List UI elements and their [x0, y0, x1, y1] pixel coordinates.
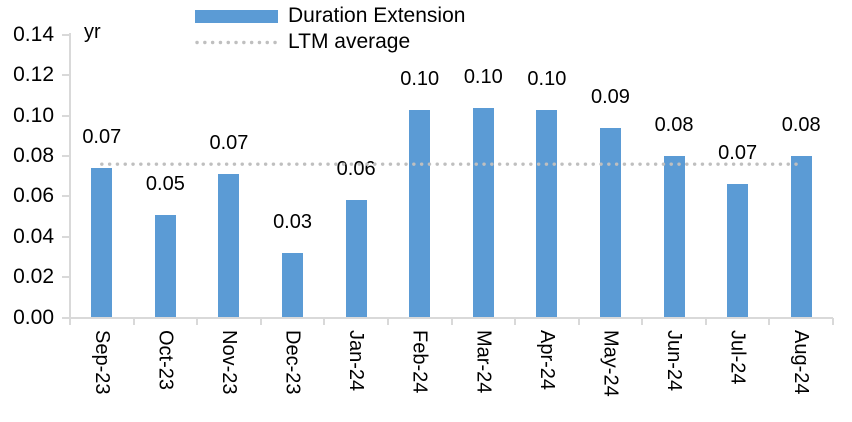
x-axis-tick [69, 318, 71, 325]
bar-aug-24 [790, 156, 812, 318]
bar-value-label: 0.10 [463, 65, 503, 88]
x-axis-tick-label: Jun-24 [663, 330, 686, 392]
x-axis-tick [450, 318, 453, 325]
bar-mar-24 [472, 107, 494, 318]
bar-value-label: 0.08 [654, 114, 694, 137]
y-axis-tick [62, 195, 70, 198]
x-axis-tick [832, 318, 834, 325]
x-axis-tick [704, 318, 707, 325]
y-axis-tick-label: 0.06 [13, 184, 54, 208]
x-axis-tick [514, 318, 517, 325]
bar-jun-24 [663, 156, 685, 318]
bar-value-label: 0.05 [145, 172, 185, 195]
y-axis-tick [62, 235, 70, 238]
bar-dec-23 [282, 252, 304, 318]
x-axis-tick [386, 318, 389, 325]
y-axis-tick [62, 74, 70, 77]
bar-nov-23 [218, 174, 240, 318]
y-axis-tick [62, 316, 70, 319]
legend-label-ltm-average: LTM average [288, 30, 411, 53]
bar-value-label: 0.06 [336, 158, 376, 181]
y-axis-tick [62, 114, 70, 117]
x-axis-tick-label: Feb-24 [408, 330, 431, 394]
bar-value-label: 0.10 [400, 67, 440, 90]
y-axis-tick-label: 0.08 [13, 144, 54, 168]
chart-legend: Duration Extension LTM average [195, 3, 465, 55]
bar-value-label: 0.07 [209, 132, 249, 155]
y-axis-tick-label: 0.02 [13, 265, 54, 289]
y-axis-tick-label: 0.10 [13, 103, 54, 127]
legend-bar-swatch [195, 9, 278, 23]
y-axis-tick-label: 0.04 [13, 224, 54, 248]
bar-value-label: 0.03 [273, 210, 312, 233]
bar-value-label: 0.07 [82, 126, 122, 149]
y-axis-tick-label: 0.14 [13, 23, 54, 46]
y-axis-tick [62, 276, 70, 279]
bar-oct-23 [154, 214, 176, 318]
x-axis-tick-label: Jan-24 [345, 330, 368, 392]
bar-may-24 [599, 127, 621, 318]
legend-dotted-line-swatch [195, 36, 284, 49]
legend-label-duration-extension: Duration Extension [288, 4, 466, 27]
x-axis-tick [768, 318, 771, 325]
bar-value-label: 0.10 [527, 67, 567, 90]
legend-item-ltm-average: LTM average [195, 29, 465, 55]
x-axis-tick-label: Apr-24 [535, 330, 558, 391]
bar-jan-24 [345, 200, 367, 318]
y-axis-tick [62, 155, 70, 158]
x-axis-tick-label: May-24 [599, 330, 622, 397]
bar-sep-23 [91, 168, 113, 318]
x-axis-tick [196, 318, 199, 325]
x-axis-line [68, 316, 833, 319]
y-axis-unit-label: yr [84, 21, 101, 43]
x-axis-tick-label: Nov-23 [217, 330, 240, 395]
x-axis-tick-label: Sep-23 [90, 330, 113, 395]
x-axis-tick [577, 318, 580, 325]
x-axis-tick [641, 318, 644, 325]
y-axis-line [68, 33, 71, 319]
x-axis-tick [259, 318, 262, 325]
y-axis-tick [62, 34, 70, 36]
x-axis-tick [323, 318, 326, 325]
x-axis-tick-label: Jul-24 [726, 330, 749, 385]
bar-value-label: 0.09 [590, 85, 630, 108]
y-axis-tick-label: 0.00 [13, 305, 54, 329]
bar-value-label: 0.07 [718, 142, 758, 165]
legend-item-duration-extension: Duration Extension [195, 3, 465, 29]
bar-value-label: 0.08 [781, 114, 821, 137]
bar-apr-24 [536, 109, 558, 318]
bar-jul-24 [727, 184, 749, 318]
x-axis-tick-label: Mar-24 [472, 330, 495, 394]
x-axis-tick-label: Oct-23 [154, 330, 177, 391]
bar-feb-24 [409, 109, 431, 318]
x-axis-tick-label: Dec-23 [281, 330, 304, 395]
y-axis-tick-label: 0.12 [13, 63, 54, 87]
x-axis-tick-label: Aug-24 [790, 330, 813, 395]
x-axis-tick [132, 318, 135, 325]
